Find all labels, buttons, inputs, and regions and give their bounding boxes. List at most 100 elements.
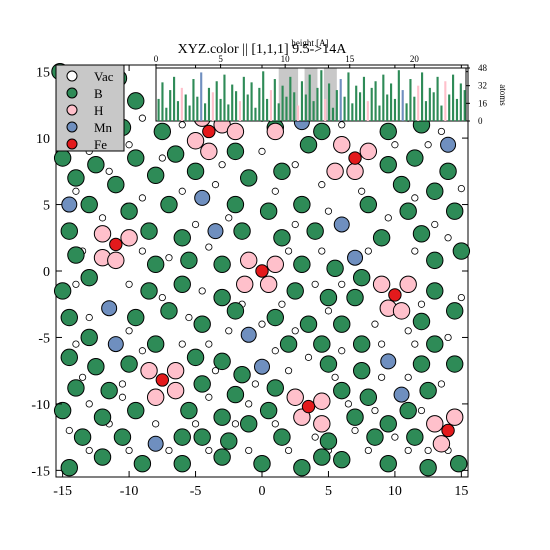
- point-vac: [378, 340, 386, 348]
- point-vac: [331, 373, 339, 381]
- point-vac: [338, 121, 346, 129]
- point-b: [173, 428, 191, 446]
- point-vac: [78, 373, 87, 381]
- point-b: [439, 162, 457, 181]
- inset-y-axis: 0 16 32 48: [466, 63, 488, 126]
- point-vac: [211, 367, 220, 375]
- point-vac: [364, 446, 372, 455]
- inset-bar: [351, 103, 354, 121]
- legend-marker-fe: [66, 138, 78, 150]
- point-vac: [371, 406, 379, 415]
- inset-bar: [355, 85, 358, 121]
- inset-bar: [297, 105, 300, 121]
- point-b: [166, 145, 185, 163]
- point-h: [186, 132, 205, 150]
- point-vac: [444, 333, 452, 342]
- point-fe: [155, 373, 170, 387]
- point-vac: [225, 214, 233, 222]
- legend-label-b: B: [94, 86, 103, 101]
- inset-bar: [157, 98, 160, 121]
- point-b: [266, 379, 284, 397]
- inset-bar: [273, 79, 276, 121]
- point-b: [67, 379, 85, 397]
- legend-marker-mn: [66, 121, 78, 133]
- point-h: [240, 251, 258, 270]
- point-vac: [457, 185, 465, 193]
- inset-bar: [285, 96, 288, 121]
- point-b: [180, 401, 198, 420]
- point-b: [146, 335, 165, 353]
- legend-marker-b: [66, 87, 78, 99]
- inset-y-tick-label: 16: [478, 98, 488, 108]
- inset-bar: [378, 105, 381, 121]
- point-h: [392, 302, 411, 320]
- inset-bar: [405, 103, 408, 121]
- inset-bar: [207, 87, 211, 121]
- point-b: [446, 302, 464, 320]
- point-b: [346, 408, 364, 426]
- point-fe: [348, 151, 362, 165]
- inset-bar: [448, 94, 451, 121]
- inset-bar: [421, 72, 424, 121]
- inset-bar: [452, 74, 455, 121]
- y-tick-label: 10: [36, 132, 50, 147]
- point-vac: [205, 340, 213, 348]
- legend-marker-h: [66, 104, 78, 116]
- inset-bar: [269, 90, 273, 121]
- point-b: [146, 166, 165, 185]
- point-vac: [198, 287, 206, 295]
- point-b: [180, 251, 198, 270]
- y-axis: -15 -10 -5 0 5 10 15: [31, 66, 468, 479]
- inset-bar: [444, 81, 447, 121]
- point-b: [273, 229, 291, 247]
- inset-bar: [386, 94, 389, 121]
- point-b: [140, 282, 158, 300]
- point-b: [240, 169, 258, 187]
- point-vac: [245, 400, 253, 408]
- point-mn: [254, 358, 270, 375]
- inset-bar: [219, 98, 222, 121]
- point-b: [67, 246, 85, 264]
- point-b: [279, 335, 298, 353]
- inset-bar: [169, 90, 172, 121]
- point-mn: [240, 326, 257, 343]
- inset-bar: [238, 101, 242, 121]
- point-b: [319, 432, 338, 450]
- point-b: [213, 448, 231, 466]
- point-vac: [324, 307, 333, 315]
- inset-bar: [196, 96, 199, 121]
- point-vac: [437, 127, 446, 136]
- inset-bar: [312, 101, 315, 121]
- inset-xlabel: height [A]: [291, 38, 328, 48]
- point-vac: [391, 433, 399, 441]
- point-vac: [338, 347, 346, 355]
- point-b: [93, 448, 112, 466]
- point-b: [127, 92, 145, 110]
- point-b: [379, 122, 397, 141]
- inset-bar: [374, 81, 377, 121]
- point-b: [359, 388, 378, 406]
- point-vac: [98, 214, 107, 222]
- point-b: [213, 288, 231, 307]
- point-vac: [391, 141, 399, 149]
- point-h: [120, 229, 138, 247]
- x-tick-label: 5: [325, 484, 332, 499]
- point-b: [333, 381, 351, 400]
- inset-bar: [339, 79, 342, 121]
- point-b: [379, 155, 397, 174]
- point-b: [160, 302, 178, 320]
- point-vac: [191, 220, 200, 229]
- point-b: [426, 282, 444, 300]
- inset-bar: [401, 90, 404, 121]
- point-b: [60, 348, 78, 367]
- point-vac: [278, 300, 286, 308]
- point-h: [372, 275, 391, 293]
- point-b: [226, 302, 245, 320]
- point-b: [213, 352, 231, 371]
- point-b: [259, 401, 278, 420]
- point-b: [406, 149, 424, 167]
- point-b: [273, 428, 291, 446]
- point-vac: [437, 380, 446, 388]
- legend-label-vac: Vac: [94, 69, 114, 84]
- point-vac: [118, 380, 127, 388]
